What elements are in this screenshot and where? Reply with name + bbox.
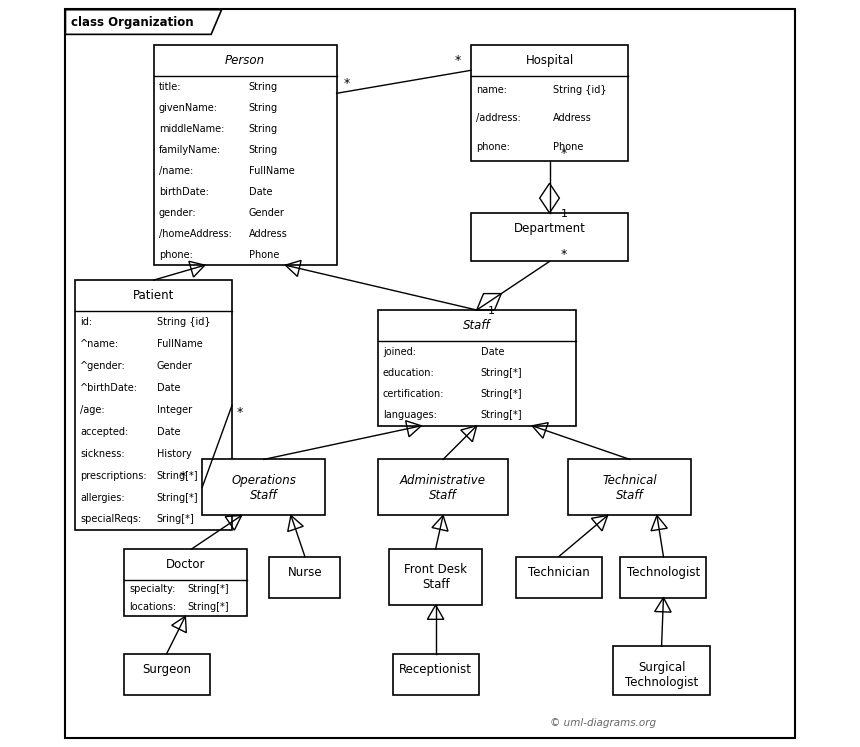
Text: 1: 1 (488, 306, 494, 316)
Text: 1: 1 (561, 208, 568, 219)
Text: phone:: phone: (159, 249, 193, 260)
Text: id:: id: (80, 317, 93, 327)
Text: String[*]: String[*] (157, 471, 199, 480)
Text: FullName: FullName (157, 339, 202, 350)
Text: Date: Date (249, 187, 273, 196)
Bar (471, 213, 628, 261)
Text: String[*]: String[*] (157, 492, 199, 503)
Text: String[*]: String[*] (481, 389, 522, 399)
Text: String {id}: String {id} (553, 85, 606, 96)
Bar (471, 45, 628, 161)
Text: Administrative
Staff: Administrative Staff (400, 474, 486, 502)
Text: Phone: Phone (249, 249, 280, 260)
Text: allergies:: allergies: (80, 492, 125, 503)
Text: *: * (561, 248, 567, 261)
Text: education:: education: (383, 368, 434, 378)
Text: *: * (180, 470, 186, 483)
Bar (124, 549, 247, 616)
Text: Technical
Staff: Technical Staff (603, 474, 657, 502)
Text: String[*]: String[*] (481, 410, 522, 421)
Text: Integer: Integer (157, 405, 192, 415)
Text: Address: Address (553, 114, 592, 123)
Bar (75, 280, 232, 530)
Text: Gender: Gender (157, 362, 193, 371)
Bar (378, 310, 575, 426)
Text: prescriptions:: prescriptions: (80, 471, 147, 480)
Bar (516, 557, 602, 598)
Text: locations:: locations: (129, 602, 176, 613)
Text: Patient: Patient (133, 289, 175, 303)
Bar (154, 45, 336, 265)
Text: Sring[*]: Sring[*] (157, 515, 194, 524)
Text: certification:: certification: (383, 389, 445, 399)
Bar (613, 646, 710, 695)
Text: History: History (157, 449, 192, 459)
Text: Date: Date (157, 383, 181, 393)
Text: Receptionist: Receptionist (399, 663, 472, 676)
Text: familyName:: familyName: (159, 145, 221, 155)
Text: Gender: Gender (249, 208, 285, 217)
Text: String[*]: String[*] (187, 602, 230, 613)
Text: Front Desk
Staff: Front Desk Staff (404, 563, 467, 592)
Text: Person: Person (225, 54, 265, 67)
Text: sickness:: sickness: (80, 449, 125, 459)
Text: *: * (344, 78, 350, 90)
Text: Staff: Staff (463, 319, 490, 332)
Text: name:: name: (476, 85, 507, 96)
Text: String: String (249, 81, 278, 92)
Bar (393, 654, 478, 695)
Text: class Organization: class Organization (71, 16, 194, 28)
Bar (202, 459, 325, 515)
Text: /age:: /age: (80, 405, 105, 415)
Text: Nurse: Nurse (287, 565, 322, 579)
Text: © uml-diagrams.org: © uml-diagrams.org (550, 719, 655, 728)
Text: ^name:: ^name: (80, 339, 120, 350)
Text: gender:: gender: (159, 208, 196, 217)
Text: String: String (249, 102, 278, 113)
Text: String: String (249, 145, 278, 155)
Text: Technologist: Technologist (627, 565, 700, 579)
Text: Technician: Technician (528, 565, 590, 579)
Text: Department: Department (513, 222, 586, 235)
Bar (568, 459, 691, 515)
Polygon shape (65, 10, 222, 34)
Text: String[*]: String[*] (481, 368, 522, 378)
Text: Address: Address (249, 229, 287, 239)
Text: /homeAddress:: /homeAddress: (159, 229, 231, 239)
Text: String {id}: String {id} (157, 317, 211, 327)
Text: phone:: phone: (476, 141, 510, 152)
Text: ^birthDate:: ^birthDate: (80, 383, 138, 393)
Text: *: * (455, 55, 461, 67)
Text: languages:: languages: (383, 410, 437, 421)
Text: specialty:: specialty: (129, 584, 175, 595)
Bar (378, 459, 508, 515)
Text: ^gender:: ^gender: (80, 362, 126, 371)
Text: Operations
Staff: Operations Staff (231, 474, 296, 502)
Text: Surgeon: Surgeon (142, 663, 191, 676)
Text: accepted:: accepted: (80, 427, 129, 437)
Text: Date: Date (481, 347, 504, 357)
Text: *: * (237, 406, 243, 420)
Text: Phone: Phone (553, 141, 583, 152)
Text: Doctor: Doctor (166, 558, 205, 571)
Text: specialReqs:: specialReqs: (80, 515, 142, 524)
Text: joined:: joined: (383, 347, 416, 357)
Text: FullName: FullName (249, 166, 294, 176)
Text: birthDate:: birthDate: (159, 187, 209, 196)
Bar (124, 654, 210, 695)
Bar (389, 549, 482, 605)
Text: title:: title: (159, 81, 181, 92)
Text: /name:: /name: (159, 166, 194, 176)
Text: /address:: /address: (476, 114, 521, 123)
Text: Surgical
Technologist: Surgical Technologist (625, 660, 698, 689)
Text: Hospital: Hospital (525, 54, 574, 67)
Bar (269, 557, 341, 598)
Text: *: * (561, 147, 567, 160)
Text: middleName:: middleName: (159, 124, 224, 134)
Text: givenName:: givenName: (159, 102, 218, 113)
Text: String: String (249, 124, 278, 134)
Text: String[*]: String[*] (187, 584, 230, 595)
Bar (620, 557, 706, 598)
Text: Date: Date (157, 427, 181, 437)
